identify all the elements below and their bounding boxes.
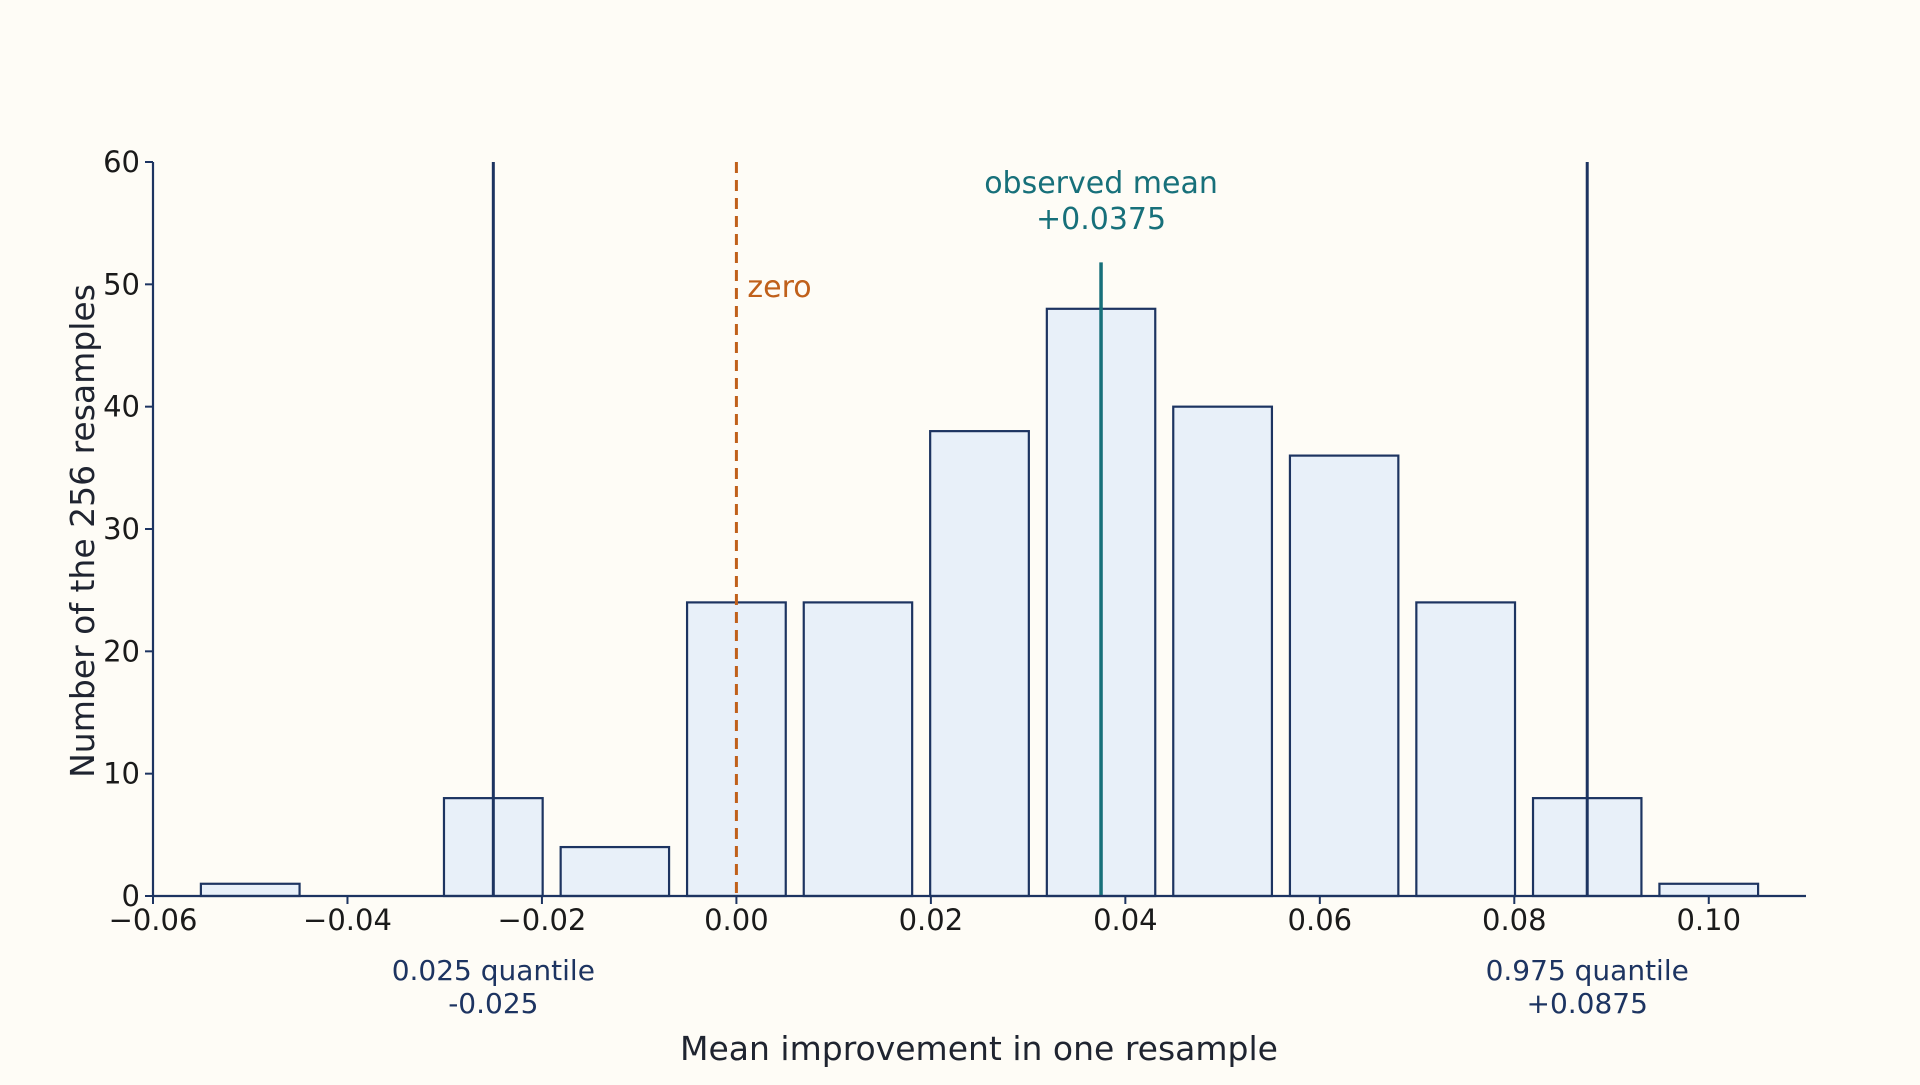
lower-quantile-label-line-2: -0.025 bbox=[448, 987, 538, 1020]
y-tick-label: 0 bbox=[122, 879, 140, 913]
x-tick-label: 0.10 bbox=[1676, 903, 1741, 937]
lower-quantile-label-line-1: 0.025 quantile bbox=[392, 954, 595, 987]
upper-quantile-label-line-1: 0.975 quantile bbox=[1486, 954, 1689, 987]
upper-quantile-label-line-2: +0.0875 bbox=[1527, 987, 1648, 1020]
x-tick-label: 0.04 bbox=[1093, 903, 1158, 937]
histogram-bar-9 bbox=[1288, 454, 1400, 898]
histogram-bar-5 bbox=[802, 601, 914, 898]
x-tick-label: 0.06 bbox=[1288, 903, 1353, 937]
histogram-bar-3 bbox=[559, 845, 671, 898]
y-tick-label: 20 bbox=[103, 634, 140, 668]
histogram-bar-8 bbox=[1172, 405, 1274, 898]
x-tick-label: 0.02 bbox=[899, 903, 964, 937]
y-tick-label: 60 bbox=[103, 145, 140, 179]
x-axis-title: Mean improvement in one resample bbox=[680, 1029, 1278, 1068]
y-tick-label: 50 bbox=[103, 267, 140, 301]
x-tick-label: 0.08 bbox=[1482, 903, 1547, 937]
x-tick-label: −0.06 bbox=[109, 903, 198, 937]
x-tick-label: 0.00 bbox=[704, 903, 769, 937]
axes-layer: −0.06 −0.04 −0.02 0.00 0.02 0.04 0.06 0.08 0.10 0… bbox=[103, 145, 1806, 937]
histogram-bar-10 bbox=[1415, 601, 1517, 898]
observed-mean-label-line-1: observed mean bbox=[984, 166, 1218, 201]
observed-mean-label-line-2: +0.0375 bbox=[1036, 202, 1166, 237]
y-tick-label: 40 bbox=[103, 390, 140, 424]
bars-layer bbox=[199, 307, 1760, 898]
zero-label: zero bbox=[747, 270, 811, 305]
y-tick-label: 10 bbox=[103, 757, 140, 791]
histogram-bar-12 bbox=[1658, 882, 1760, 898]
histogram-bar-0 bbox=[199, 882, 301, 898]
x-tick-label: −0.02 bbox=[498, 903, 587, 937]
histogram-bar-6 bbox=[929, 430, 1030, 898]
x-tick-label: −0.04 bbox=[303, 903, 392, 937]
y-tick-label: 30 bbox=[103, 512, 140, 546]
labels-layer: Mean improvement in one resample Number … bbox=[63, 166, 1689, 1068]
y-axis-title: Number of the 256 resamples bbox=[63, 284, 102, 778]
reference-lines-layer bbox=[491, 162, 1589, 896]
